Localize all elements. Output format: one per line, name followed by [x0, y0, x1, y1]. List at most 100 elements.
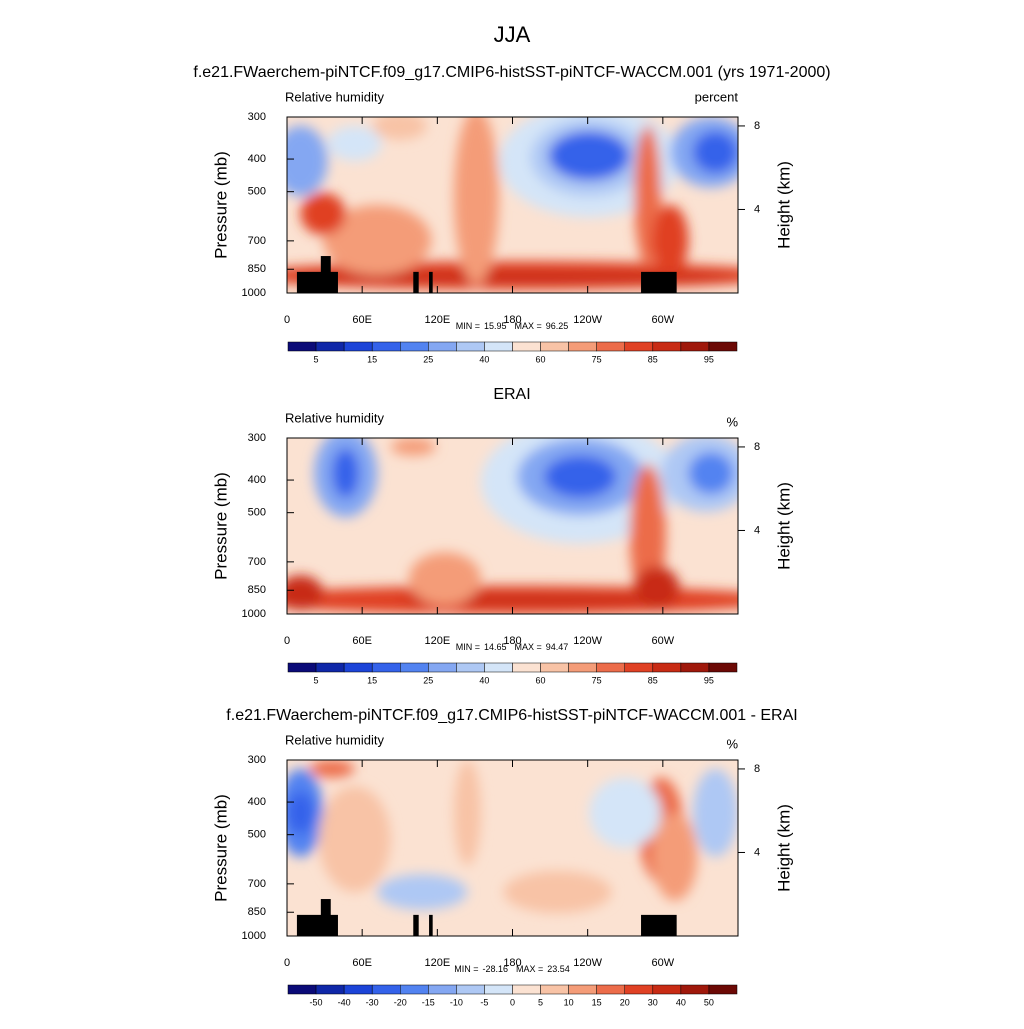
colorbar-box — [287, 662, 317, 673]
colorbar-label: 15 — [367, 354, 377, 364]
field-region — [453, 117, 499, 285]
colorbar-box — [540, 662, 569, 673]
field-shading — [287, 438, 738, 614]
field-shading — [287, 760, 738, 914]
field-region — [453, 760, 481, 866]
colorbar-box — [287, 341, 317, 352]
colorbar-box — [343, 984, 373, 995]
units-label: % — [726, 414, 738, 429]
x-tick-label: 180 — [503, 635, 521, 647]
colorbar-box — [652, 984, 682, 995]
x-tick-label: 0 — [284, 957, 290, 969]
colorbar-box — [400, 341, 429, 352]
colorbar-label: -20 — [394, 997, 407, 1007]
colorbar-label: 40 — [479, 354, 489, 364]
field-region — [309, 760, 355, 778]
colorbar-label: 15 — [592, 997, 602, 1007]
y-tick-label: 400 — [248, 796, 266, 808]
min-label: MIN = — [454, 964, 478, 974]
min-max: MIN = -28.16 MAX = 23.54 — [454, 964, 570, 974]
colorbar-box — [343, 662, 373, 673]
colorbar-box — [428, 662, 457, 673]
colorbar-box — [652, 341, 682, 352]
y-tick-label: 300 — [248, 754, 266, 766]
colorbar-label: 40 — [676, 997, 686, 1007]
y-tick-label: 500 — [248, 186, 266, 198]
field-region — [544, 455, 617, 498]
y2-tick-label: 8 — [754, 441, 760, 453]
colorbar-box — [708, 341, 738, 352]
colorbar-box — [624, 341, 654, 352]
panel-title: ERAI — [493, 386, 530, 403]
colorbar-box — [540, 984, 569, 995]
colorbar-box — [512, 984, 541, 995]
field-region — [548, 131, 630, 181]
colorbar-label: 30 — [648, 997, 658, 1007]
max-value: 23.54 — [547, 964, 570, 974]
topography — [429, 914, 433, 936]
colorbar-box — [343, 341, 373, 352]
x-tick-label: 60E — [352, 314, 372, 326]
x-tick-label: 60W — [652, 957, 675, 969]
y-tick-label: 300 — [248, 111, 266, 123]
field-region — [652, 812, 698, 901]
min-max: MIN = 15.95 MAX = 96.25 — [456, 321, 569, 331]
x-tick-label: 120W — [573, 314, 602, 326]
colorbar-box — [315, 341, 345, 352]
x-tick-label: 120W — [573, 957, 602, 969]
colorbar-box — [371, 341, 401, 352]
colorbar-label: 85 — [648, 354, 658, 364]
colorbar-label: 20 — [620, 997, 630, 1007]
min-max: MIN = 14.65 MAX = 94.47 — [456, 642, 569, 652]
colorbar-box — [456, 984, 485, 995]
y-axis-label: Pressure (mb) — [211, 472, 230, 580]
colorbar-label: 60 — [536, 675, 546, 685]
field-region — [692, 131, 738, 174]
topography — [641, 914, 677, 936]
y-tick-label: 850 — [248, 263, 266, 275]
topography — [429, 271, 433, 293]
field-region — [287, 575, 324, 611]
y-tick-label: 400 — [248, 153, 266, 165]
y-tick-label: 500 — [248, 507, 266, 519]
field-region — [332, 448, 360, 498]
colorbar-label: -5 — [480, 997, 488, 1007]
y-tick-label: 400 — [248, 474, 266, 486]
y-axis-label: Pressure (mb) — [211, 151, 230, 259]
colorbar-label: 15 — [367, 675, 377, 685]
contour-field — [287, 760, 738, 936]
colorbar-label: 5 — [314, 354, 319, 364]
field-region — [327, 125, 382, 161]
colorbar-box — [568, 341, 597, 352]
field-region — [688, 452, 734, 495]
colorbar-label: 95 — [704, 675, 714, 685]
left-label: Relative humidity — [285, 732, 384, 747]
y-tick-label: 300 — [248, 432, 266, 444]
colorbar-box — [680, 341, 710, 352]
colorbar-label: -15 — [422, 997, 435, 1007]
colorbar-box — [624, 984, 654, 995]
colorbar-box — [708, 662, 738, 673]
field-region — [323, 205, 432, 276]
colorbar-box — [287, 984, 317, 995]
min-label: MIN = — [456, 321, 480, 331]
colorbar-box — [315, 984, 345, 995]
colorbar-box — [484, 662, 513, 673]
colorbar-label: 25 — [423, 354, 433, 364]
left-label: Relative humidity — [285, 89, 384, 104]
colorbar-label: 50 — [704, 997, 714, 1007]
colorbar-label: 75 — [592, 675, 602, 685]
colorbar-box — [596, 984, 625, 995]
field-region — [503, 870, 612, 914]
y-tick-label: 700 — [248, 235, 266, 247]
max-label: MAX = — [515, 321, 542, 331]
field-region — [287, 271, 738, 283]
max-value: 94.47 — [546, 642, 569, 652]
colorbar-box — [428, 341, 457, 352]
topography — [641, 271, 677, 293]
topography — [320, 256, 331, 293]
max-label: MAX = — [515, 642, 542, 652]
y-tick-label: 850 — [248, 584, 266, 596]
y2-tick-label: 4 — [754, 203, 760, 215]
